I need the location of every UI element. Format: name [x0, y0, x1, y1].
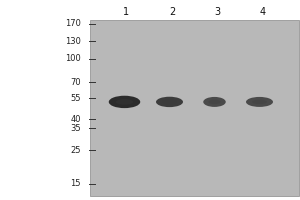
Text: 55: 55: [70, 94, 81, 103]
Text: 100: 100: [65, 54, 81, 63]
Text: 2: 2: [169, 7, 175, 17]
Ellipse shape: [203, 97, 226, 107]
Text: 25: 25: [70, 146, 81, 155]
Ellipse shape: [109, 96, 140, 108]
Ellipse shape: [162, 100, 177, 104]
Ellipse shape: [116, 99, 133, 105]
Text: 3: 3: [214, 7, 220, 17]
Ellipse shape: [156, 97, 183, 107]
Text: 170: 170: [65, 19, 81, 28]
Text: 4: 4: [260, 7, 266, 17]
Text: 35: 35: [70, 124, 81, 133]
Text: 15: 15: [70, 179, 81, 188]
Bar: [90, 20, 299, 196]
Text: 130: 130: [65, 37, 81, 46]
Text: 70: 70: [70, 78, 81, 87]
Text: 1: 1: [123, 7, 129, 17]
Ellipse shape: [252, 100, 267, 104]
Ellipse shape: [246, 97, 273, 107]
Ellipse shape: [208, 100, 221, 104]
Text: 40: 40: [70, 115, 81, 124]
